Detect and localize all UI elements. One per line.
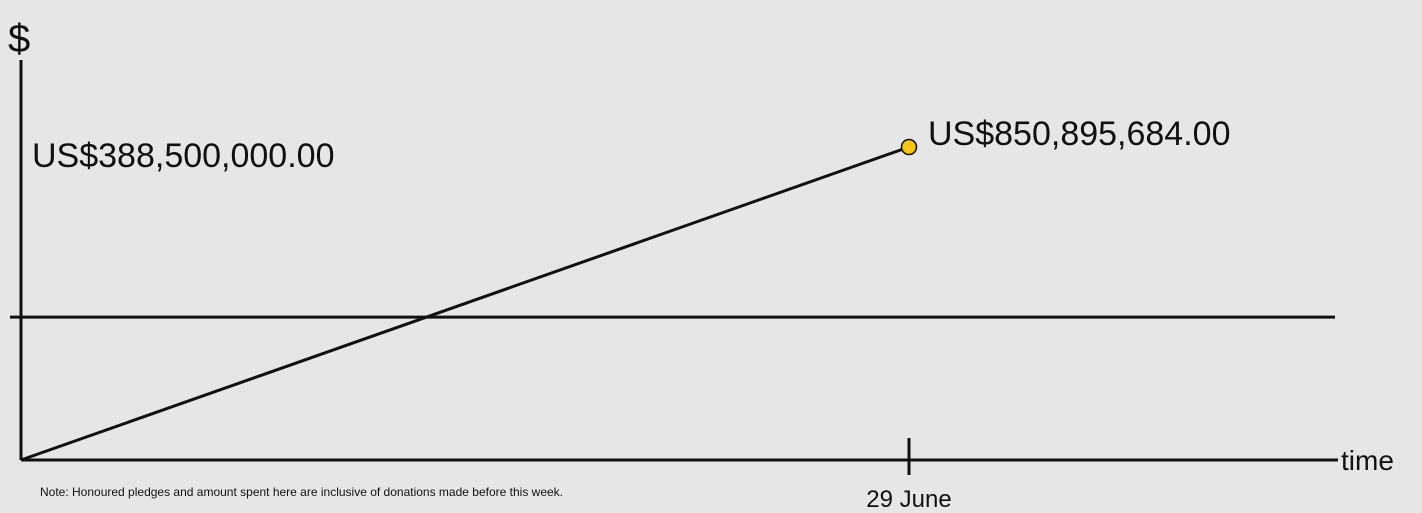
reference-line-label: US$388,500,000.00 [32,137,334,175]
end-point-marker [900,138,918,156]
series-line [20,145,910,462]
x-tick-label: 29 June [866,486,951,513]
chart-note: Note: Honoured pledges and amount spent … [40,485,563,499]
y-axis-label: $ [8,17,30,61]
end-point-label: US$850,895,684.00 [928,115,1230,153]
x-axis-label: time [1341,445,1394,476]
